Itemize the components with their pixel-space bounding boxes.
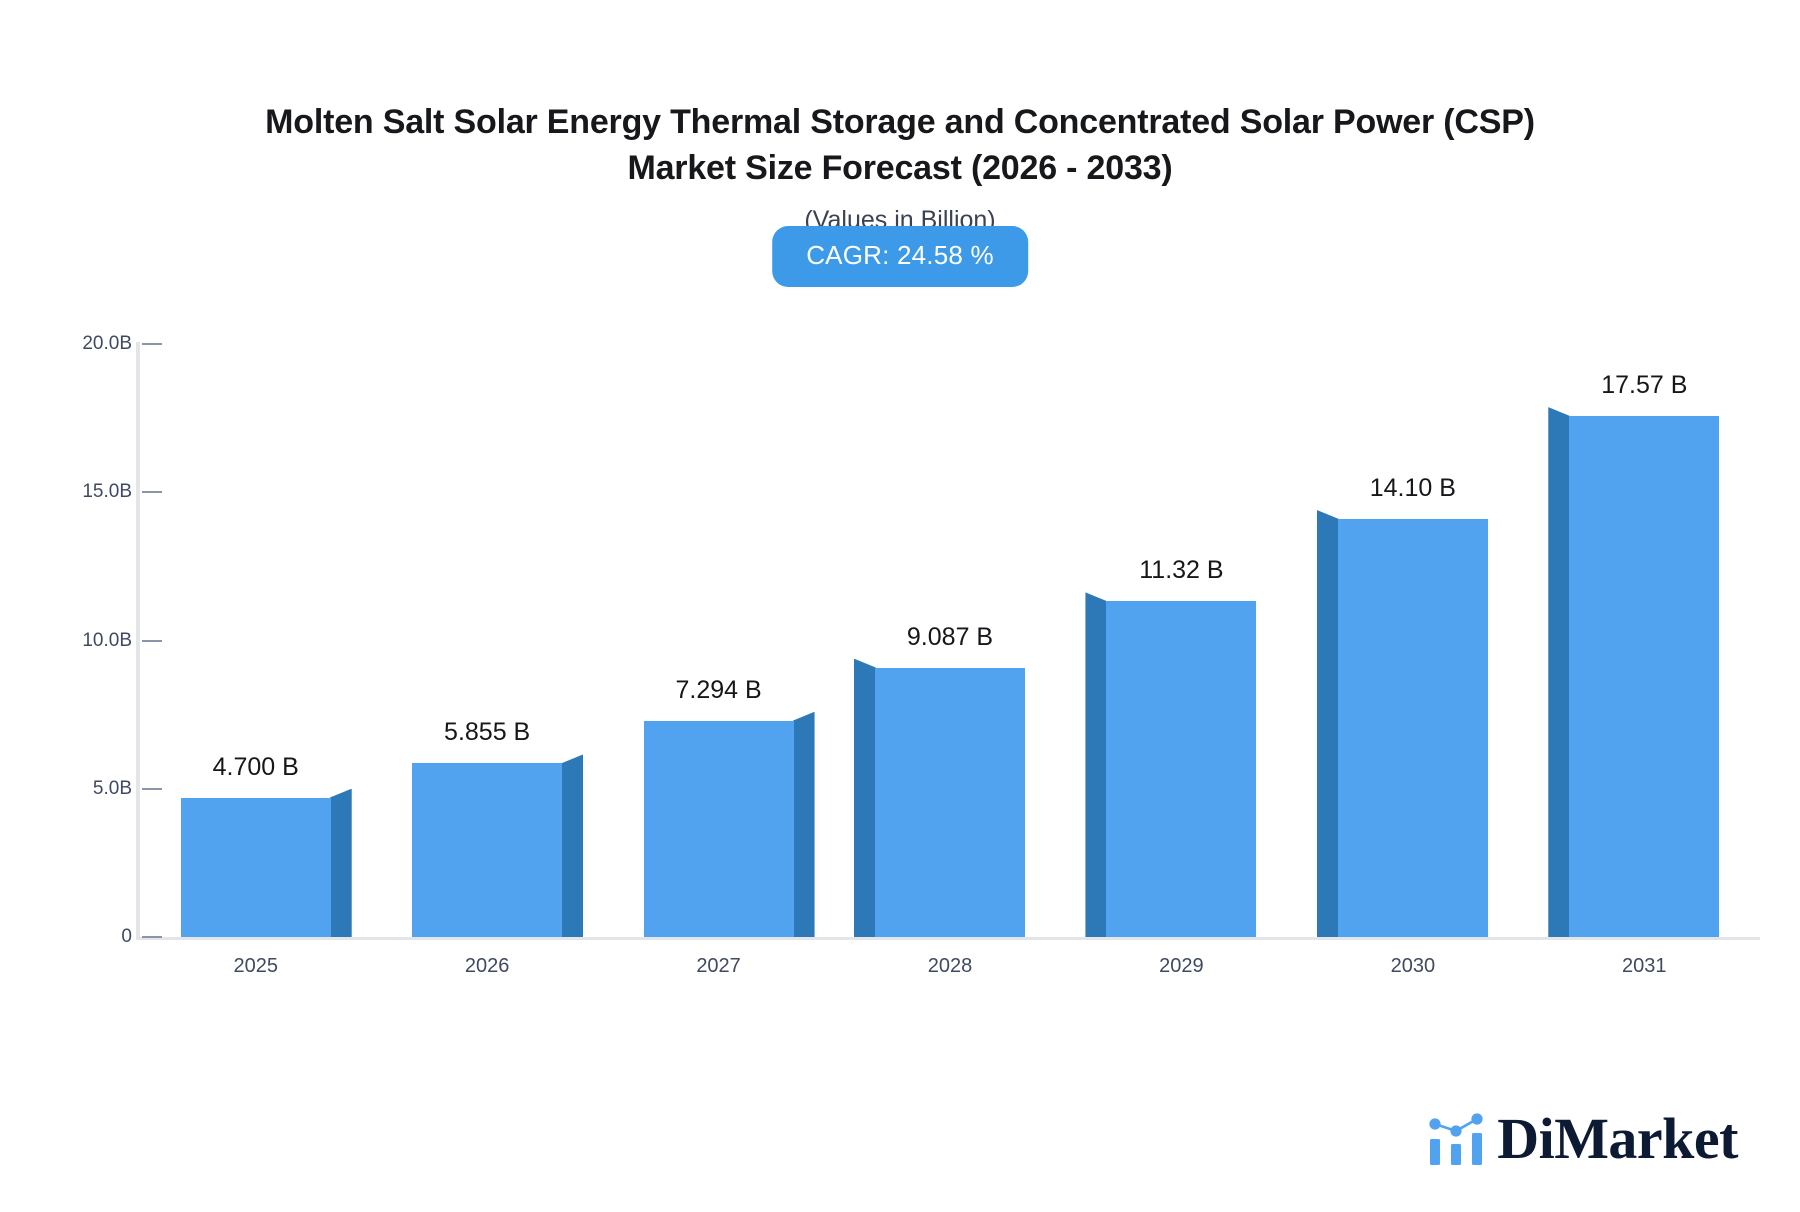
bar-value-label: 17.57 B [1601,371,1688,400]
bar-side-face [1085,592,1108,937]
bar-group[interactable]: 14.10 B 2030 [1316,297,1488,977]
bar-3d [854,658,1025,937]
bar-front-face [1337,518,1488,937]
x-axis-tick-label: 2031 [1622,955,1667,977]
y-axis-tick-mark [142,343,162,345]
bar-group[interactable]: 11.32 B 2029 [1085,297,1257,977]
brand-name: DiMarket [1497,1106,1738,1171]
y-axis-tick-mark [142,936,162,938]
bar-value-label: 5.855 B [444,718,531,747]
y-axis-tick: 5.0B [0,777,162,800]
bar-value-label: 9.087 B [906,622,994,651]
cagr-badge: CAGR: 24.58 % [772,226,1028,287]
bar-3d [412,754,584,937]
x-axis-line [136,937,1760,940]
y-axis-tick-mark [142,639,162,642]
bar-value-label: 4.700 B [212,752,299,781]
bar-value-label: 14.10 B [1369,473,1456,502]
x-axis-tick-label: 2027 [696,955,741,977]
bar-front-face [643,720,794,937]
bar-group[interactable]: 5.855 B 2026 [412,297,584,977]
chart-title-line-1: Molten Salt Solar Energy Thermal Storage… [265,103,1535,141]
y-axis-tick: 20.0B [0,333,162,355]
bar-front-face [1569,416,1720,937]
chart-plot-area: 20.0B 15.0B 10.0B 5.0B 0 4.700 B 2025 5.855 B 2… [0,297,1800,977]
bar-front-face [412,763,563,937]
bar-3d [1085,592,1257,937]
brand-logo: DiMarket [1425,1110,1738,1168]
bar-3d [1316,509,1488,937]
y-axis-tick-mark [142,787,162,790]
bar-side-face [329,788,352,937]
y-axis-tick-label: 10.0B [82,629,132,651]
y-axis-tick-label: 5.0B [92,777,132,799]
bar-side-face [1316,509,1339,937]
bar-front-face [1106,601,1257,937]
y-axis-tick: 0 [0,926,162,948]
bar-group[interactable]: 4.700 B 2025 [180,297,352,977]
y-axis-tick-label: 0 [121,926,132,947]
y-axis-tick-label: 20.0B [82,333,132,354]
bar-group[interactable]: 17.57 B 2031 [1548,297,1720,977]
bar-series: 4.700 B 2025 5.855 B 2026 7.294 B 2027 9.087 B… [140,297,1760,977]
x-axis-tick-label: 2029 [1159,955,1204,977]
chart-title-line-2: Market Size Forecast (2026 - 2033) [627,148,1173,187]
y-axis-tick-mark [142,491,162,494]
bar-group[interactable]: 9.087 B 2028 [854,297,1025,977]
bar-side-face [792,711,815,937]
bar-side-face [854,658,876,937]
bar-value-label: 11.32 B [1139,556,1224,585]
bar-value-label: 7.294 B [675,675,762,704]
bar-3d [1548,407,1720,937]
bar-3d [643,711,815,937]
bar-chart-logo-icon [1425,1111,1487,1167]
bar-front-face [875,667,1025,937]
bar-3d [180,788,352,937]
y-axis-tick: 10.0B [0,629,162,652]
bar-side-face [561,754,584,937]
x-axis-tick-label: 2025 [233,955,278,977]
y-axis-tick: 15.0B [0,481,162,503]
y-axis-tick-label: 15.0B [82,481,132,503]
bar-front-face [180,797,331,937]
bar-group[interactable]: 7.294 B 2027 [643,297,815,977]
x-axis-tick-label: 2028 [927,955,973,977]
y-axis-line [136,342,140,939]
page-title: Molten Salt Solar Energy Thermal Storage… [0,100,1800,192]
bar-side-face [1548,407,1571,937]
x-axis-tick-label: 2030 [1390,955,1436,977]
x-axis-tick-label: 2026 [464,955,510,977]
title-block: Molten Salt Solar Energy Thermal Storage… [0,100,1800,235]
